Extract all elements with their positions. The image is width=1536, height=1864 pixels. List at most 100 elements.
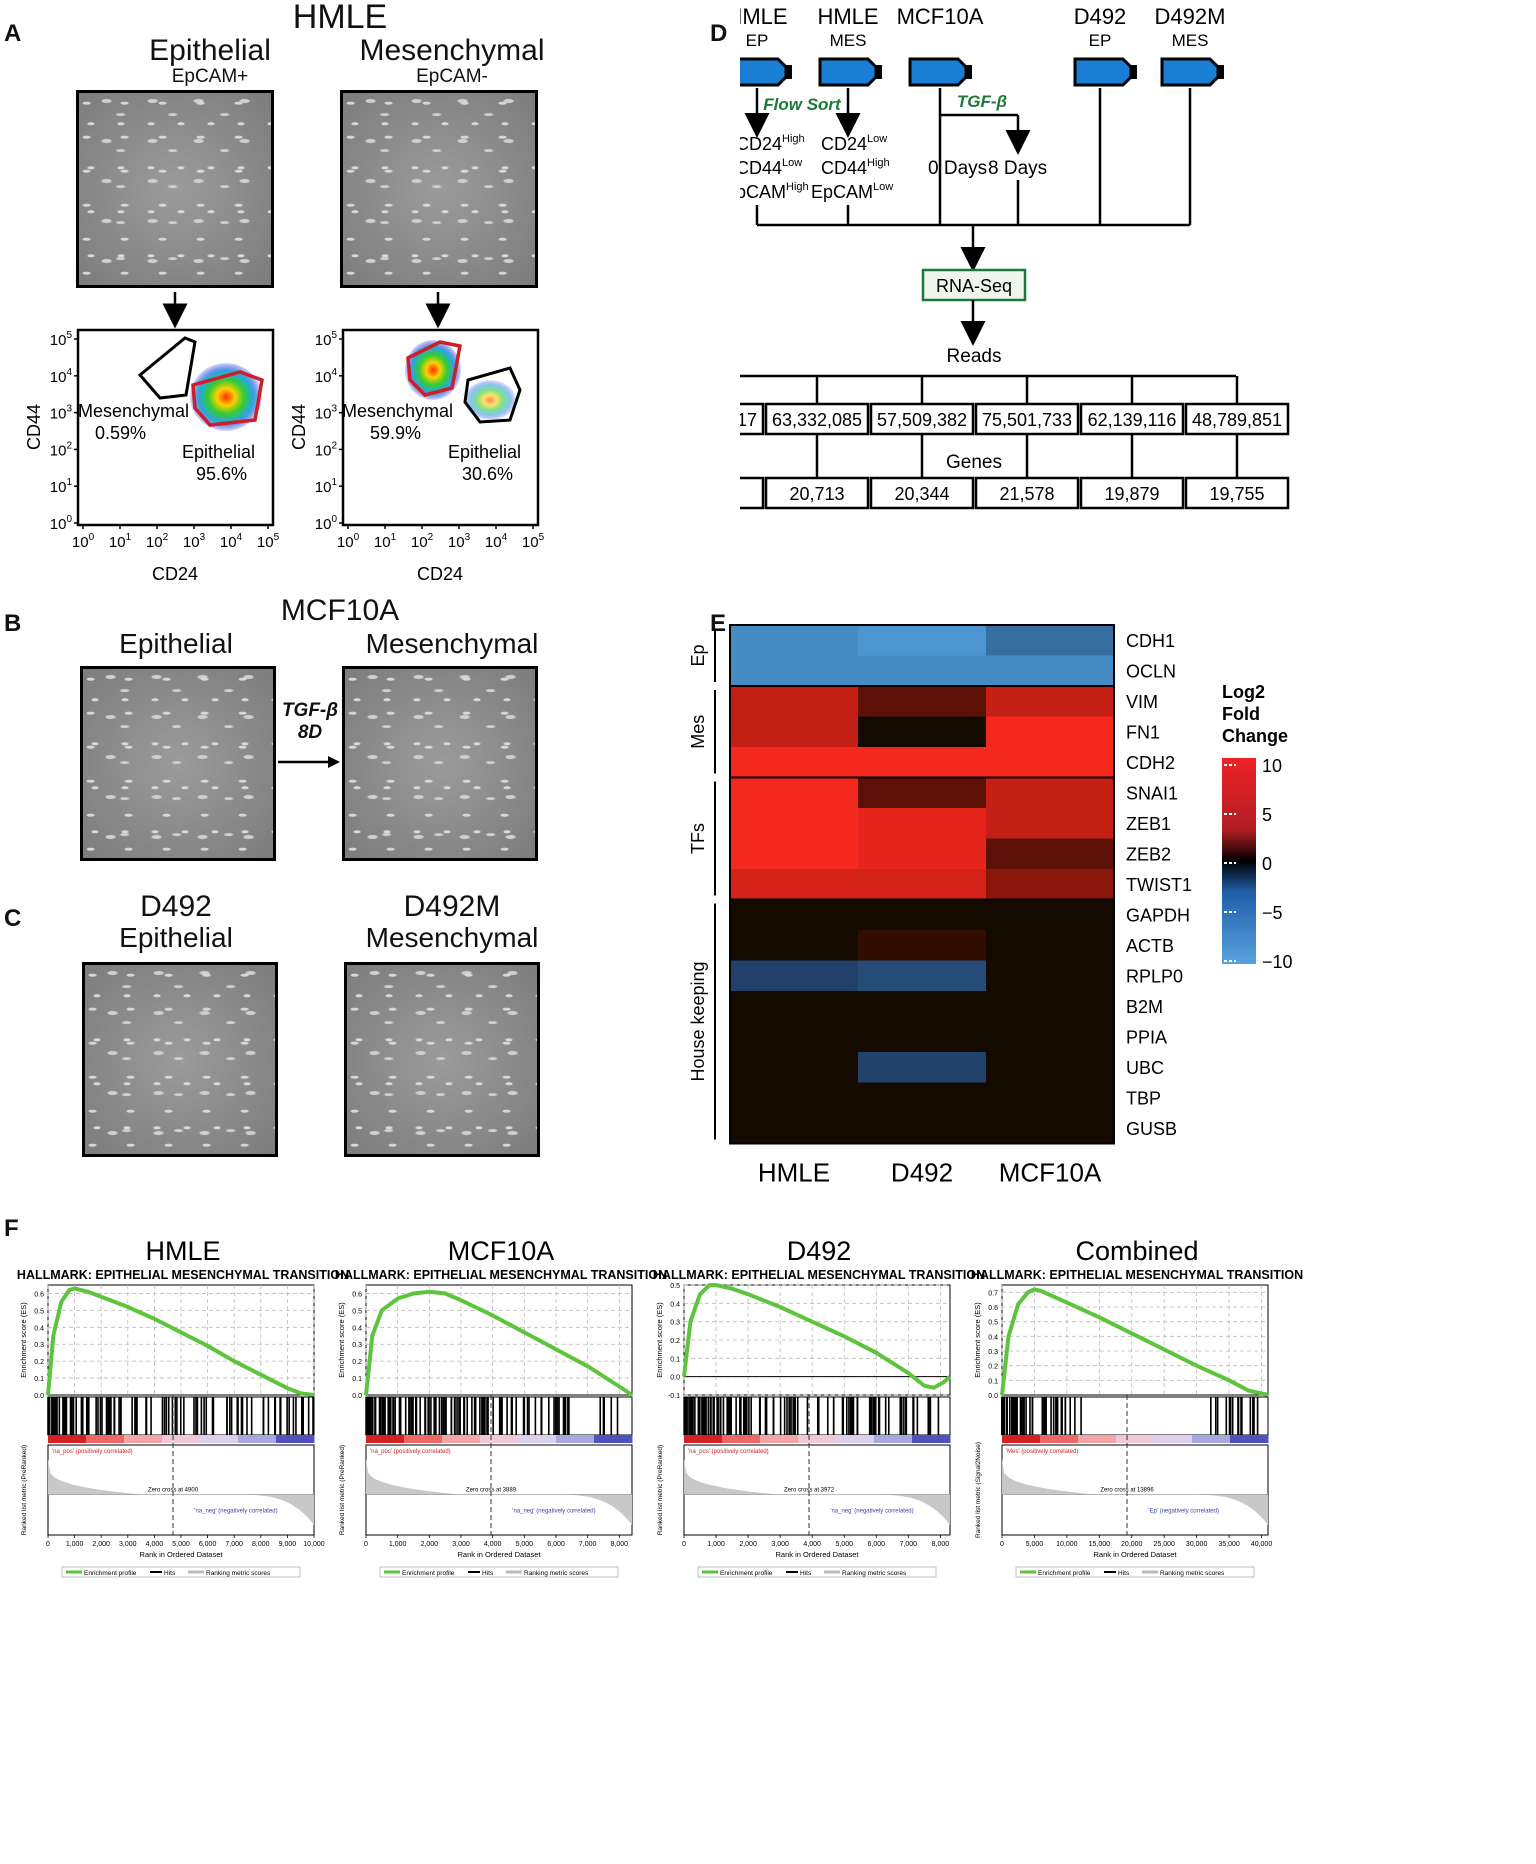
gsea-xtick: 5,000 [516, 1541, 534, 1548]
flow-right-epi-pct: 30.6% [462, 464, 513, 484]
gsea-xtick: 5,000 [835, 1541, 853, 1548]
gsea-ytick: 0.3 [670, 1320, 680, 1327]
gsea-metric-ylabel: Ranked list metric (PreRanked) [21, 1445, 28, 1535]
gsea-ytick: 0.1 [34, 1376, 44, 1383]
heatmap-row-label: SNAI1 [1126, 784, 1178, 804]
heatmap-cell [986, 1113, 1114, 1144]
gsea-plot: MCF10A HALLMARK: EPITHELIAL MESENCHYMAL T… [335, 1236, 667, 1578]
heatmap-cell [986, 655, 1114, 686]
gsea-enrichment-curve [364, 1289, 634, 1397]
tgf-arrow [278, 756, 340, 768]
heatmap-cell [986, 686, 1114, 717]
heatmap-cell [730, 1021, 858, 1052]
heatmap-row-label: CDH1 [1126, 631, 1175, 651]
gsea-ytick: 0.3 [352, 1342, 362, 1349]
gsea-legend-hits: Hits [1118, 1570, 1130, 1577]
d492-title: D492 [140, 890, 212, 923]
gsea-xtick: 1,000 [707, 1541, 725, 1548]
mcf10a-mesenchymal-micrograph [342, 666, 538, 861]
gsea-legend-hits: Hits [800, 1570, 812, 1577]
flow-left-epi-gate [191, 370, 264, 427]
gsea-xtick: 9,000 [279, 1541, 297, 1548]
gsea-ytick: 0.4 [670, 1301, 680, 1308]
heatmap-group-labels: Ep Mes TFs House keeping [690, 629, 716, 1140]
panel-label-b: B [4, 610, 22, 637]
cell-sub-hmle-mes: MES [830, 31, 867, 50]
legend-title-1: Log2 [1222, 682, 1265, 702]
gsea-neg-label: 'na_neg' (negatively correlated) [194, 1509, 277, 1515]
flow-left-mes-gate [137, 336, 197, 400]
gsea-xtick: 3,000 [771, 1541, 789, 1548]
flow-right-epi-gate [463, 366, 522, 424]
gsea-xtick: 5,000 [1026, 1541, 1044, 1548]
legend-tick: 10 [1262, 756, 1282, 776]
flow-ytick: 105 [50, 330, 73, 349]
flow-tick-labels: 1001001011011021021031031041041051051001… [50, 330, 545, 551]
d492m-subtitle: Mesenchymal [365, 922, 539, 953]
gene-count-box [1184, 476, 1290, 510]
heatmap-cell [986, 991, 1114, 1022]
gsea-xtick: 0 [1000, 1541, 1004, 1548]
ep-marker-3: EpCAMHigh [740, 181, 809, 202]
cell-sub-d492: EP [1089, 31, 1112, 50]
cell-sub-hmle-ep: EP [746, 31, 769, 50]
flow-left-epi-pct: 95.6% [196, 464, 247, 484]
flow-left-epi-label: Epithelial [182, 442, 255, 462]
cell-label-hmle-ep: HMLE [740, 4, 788, 29]
mcf10a-mesenchymal-label: Mesenchymal [365, 628, 539, 659]
cell-label-d492m: D492M [1155, 4, 1226, 29]
heatmap-cell [858, 1082, 986, 1113]
heatmap-cell [730, 1113, 858, 1144]
flow-right-mes-label: Mesenchymal [342, 401, 453, 421]
heatmap-cell [986, 960, 1114, 991]
flow-right-mes-gate [406, 340, 463, 397]
heatmap-row-label: RPLP0 [1126, 967, 1183, 987]
gsea-xtick: 2,000 [739, 1541, 757, 1548]
gsea-ytick: 0.2 [34, 1359, 44, 1366]
gsea-xtick: 7,000 [579, 1541, 597, 1548]
flow-left-mes-pct: 0.59% [95, 423, 146, 443]
mes-marker-3: EpCAMLow [811, 181, 893, 202]
flow-ytick: 104 [315, 367, 338, 386]
gsea-metric-ylabel: Ranked list metric (Signal2Noise) [975, 1442, 982, 1538]
flow-left-ylabel: CD44 [24, 404, 44, 450]
heatmap-row-label: ZEB1 [1126, 814, 1171, 834]
flow-sort-label: Flow Sort [763, 95, 842, 114]
read-count-box [869, 402, 975, 436]
gsea-xtick: 5,000 [172, 1541, 190, 1548]
heatmap-cell [986, 747, 1114, 778]
gsea-plot: HMLE HALLMARK: EPITHELIAL MESENCHYMAL TRA… [17, 1236, 349, 1578]
heatmap-cell [858, 930, 986, 961]
flow-left-mes-label: Mesenchymal [78, 401, 189, 421]
heatmap-row-label: OCLN [1126, 662, 1176, 682]
gsea-xtick: 40,000 [1251, 1541, 1273, 1548]
gsea-ytick: 0.1 [352, 1376, 362, 1383]
rnaseq-label: RNA-Seq [936, 276, 1012, 296]
gsea-ytick: 0.5 [34, 1308, 44, 1315]
heatmap-cell [858, 625, 986, 656]
gsea-xtick: 2,000 [421, 1541, 439, 1548]
gsea-xtick: 6,000 [199, 1541, 217, 1548]
gsea-xlabel: Rank in Ordered Dataset [458, 1550, 542, 1559]
heatmap-cell [858, 777, 986, 808]
d492m-micrograph [344, 962, 540, 1157]
gsea-xtick: 30,000 [1186, 1541, 1208, 1548]
heatmap-row-label: CDH2 [1126, 753, 1175, 773]
gsea-neg-label: 'na_neg' (negatively correlated) [512, 1509, 595, 1515]
flow-ytick: 101 [50, 477, 73, 496]
flow-ytick: 103 [50, 404, 73, 423]
hmle-mesenchymal-subtitle: EpCAM- [416, 66, 488, 87]
heatmap-row-labels: CDH1 OCLN VIM FN1 CDH2 SNAI1 ZEB1 ZEB2 TWIST1 GAP… [1126, 631, 1192, 1139]
legend-colorbar [1222, 758, 1256, 964]
heatmap-column-label: MCF10A [999, 1158, 1102, 1186]
gsea-metric-ylabel: Ranked list metric (PreRanked) [657, 1445, 664, 1535]
heatmap-cell [858, 1021, 986, 1052]
heatmap-row-label: VIM [1126, 692, 1158, 712]
gsea-legend-metric: Ranking metric scores [1160, 1570, 1225, 1577]
gsea-legend-hits: Hits [164, 1570, 176, 1577]
gene-count-box [1079, 476, 1185, 510]
heatmap-cell [858, 1052, 986, 1083]
legend-title-3: Change [1222, 726, 1288, 746]
gsea-metric-ylabel: Ranked list metric (PreRanked) [339, 1445, 346, 1535]
gsea-xtick: 4,000 [484, 1541, 502, 1548]
